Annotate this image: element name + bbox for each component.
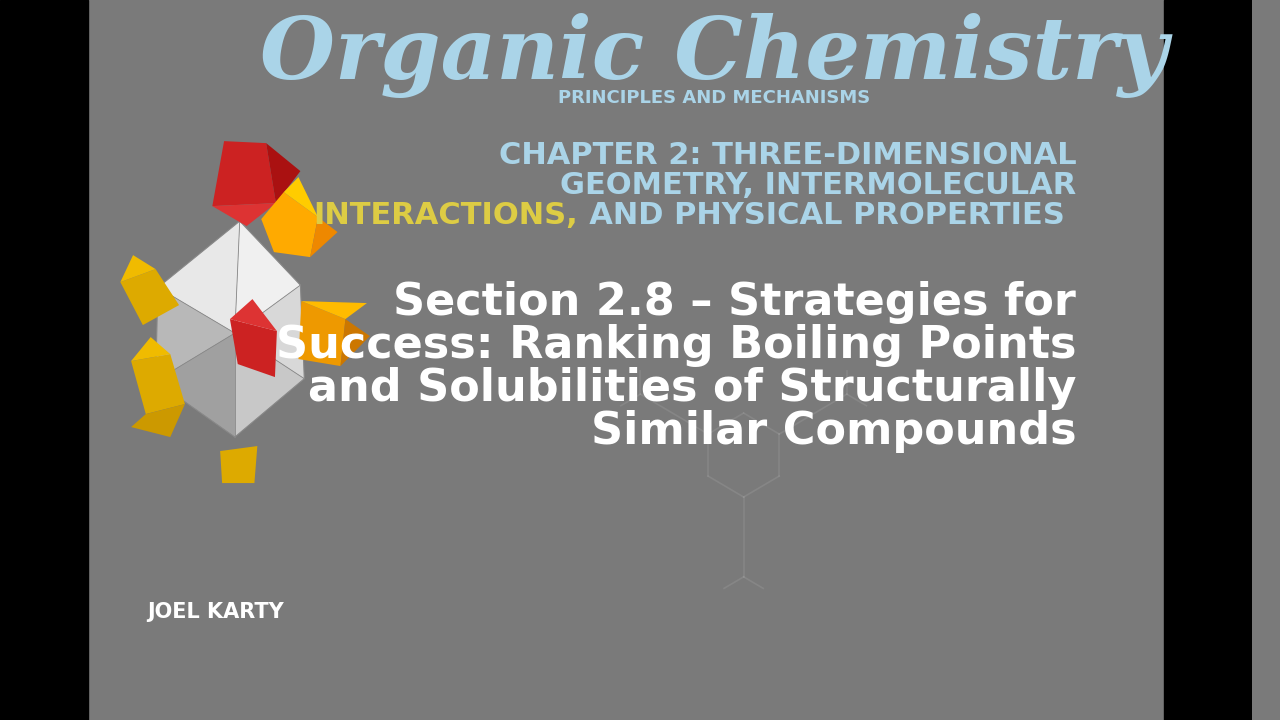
Text: INTERACTIONS,: INTERACTIONS, bbox=[314, 201, 577, 230]
Polygon shape bbox=[120, 255, 156, 282]
Polygon shape bbox=[310, 217, 338, 257]
Polygon shape bbox=[212, 203, 276, 226]
Text: Similar Compounds: Similar Compounds bbox=[590, 410, 1076, 453]
Text: and Solubilities of Structurally: and Solubilities of Structurally bbox=[308, 366, 1076, 410]
Text: Organic Chemistry: Organic Chemistry bbox=[260, 13, 1169, 98]
Polygon shape bbox=[234, 285, 305, 379]
Polygon shape bbox=[230, 299, 276, 331]
Text: JOEL KARTY: JOEL KARTY bbox=[147, 602, 284, 622]
Bar bbox=[1165, 0, 1252, 720]
Text: CHAPTER 2: THREE-DIMENSIONAL: CHAPTER 2: THREE-DIMENSIONAL bbox=[499, 140, 1076, 170]
Polygon shape bbox=[120, 269, 179, 325]
Polygon shape bbox=[156, 287, 234, 381]
Polygon shape bbox=[212, 141, 276, 206]
Text: Section 2.8 – Strategies for: Section 2.8 – Strategies for bbox=[393, 281, 1076, 323]
Text: Success: Ranking Boiling Points: Success: Ranking Boiling Points bbox=[275, 323, 1076, 366]
Polygon shape bbox=[266, 143, 301, 203]
Polygon shape bbox=[156, 333, 234, 437]
Polygon shape bbox=[234, 221, 301, 333]
Polygon shape bbox=[261, 192, 317, 257]
Polygon shape bbox=[284, 177, 317, 217]
Polygon shape bbox=[131, 337, 170, 361]
Polygon shape bbox=[301, 301, 367, 319]
Polygon shape bbox=[230, 319, 276, 377]
Text: PRINCIPLES AND MECHANISMS: PRINCIPLES AND MECHANISMS bbox=[558, 89, 870, 107]
Polygon shape bbox=[340, 319, 370, 366]
Text: GEOMETRY, INTERMOLECULAR: GEOMETRY, INTERMOLECULAR bbox=[561, 171, 1076, 199]
Polygon shape bbox=[131, 404, 184, 437]
Polygon shape bbox=[157, 221, 239, 333]
Polygon shape bbox=[298, 301, 346, 366]
Polygon shape bbox=[220, 446, 257, 483]
Bar bbox=[0, 0, 88, 720]
Polygon shape bbox=[131, 354, 184, 414]
Text: AND PHYSICAL PROPERTIES: AND PHYSICAL PROPERTIES bbox=[567, 201, 1064, 230]
Polygon shape bbox=[234, 333, 305, 437]
